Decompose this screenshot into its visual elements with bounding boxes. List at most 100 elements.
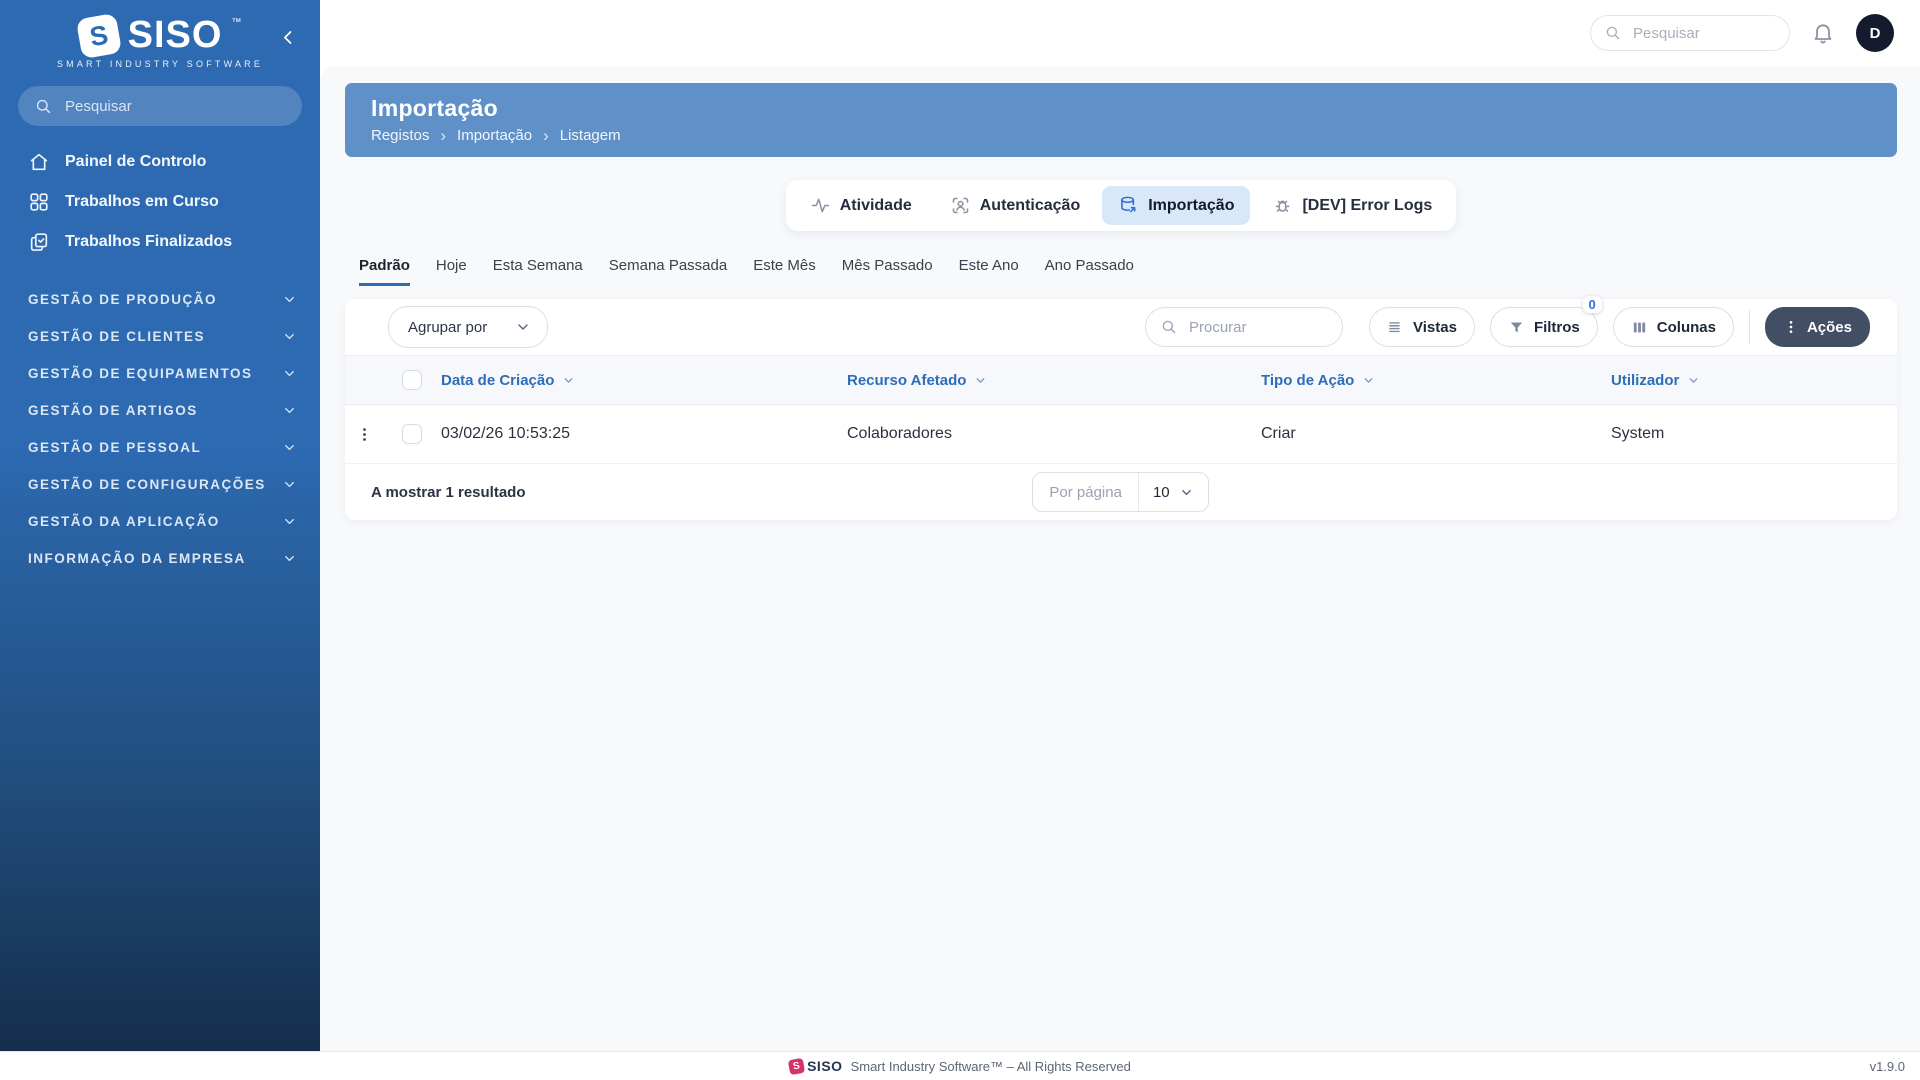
chevron-down-icon bbox=[282, 403, 297, 418]
chevron-down-icon bbox=[282, 477, 297, 492]
sidebar-collapse-button[interactable] bbox=[277, 26, 300, 49]
tab-label: [DEV] Error Logs bbox=[1302, 196, 1433, 214]
sidebar-section-gestao-de-pessoal[interactable]: GESTÃO DE PESSOAL bbox=[0, 429, 320, 466]
date-filter-tabs: Padrão Hoje Esta Semana Semana Passada E… bbox=[359, 257, 1897, 286]
filter-tab-padrao[interactable]: Padrão bbox=[359, 257, 410, 286]
column-header-data-de-criacao[interactable]: Data de Criação bbox=[441, 372, 847, 389]
bell-icon bbox=[1811, 21, 1835, 45]
chevron-down-icon bbox=[282, 292, 297, 307]
per-page-control: Por página 10 bbox=[1032, 472, 1209, 512]
column-header-utilizador[interactable]: Utilizador bbox=[1611, 372, 1897, 389]
activity-icon bbox=[810, 195, 831, 216]
sort-chevron-icon bbox=[1362, 374, 1375, 387]
sort-chevron-icon bbox=[1687, 374, 1700, 387]
tab-label: Importação bbox=[1148, 196, 1235, 214]
notifications-button[interactable] bbox=[1809, 19, 1837, 47]
toolbar-actions-group: Vistas Filtros 0 bbox=[1145, 296, 1870, 347]
select-all-checkbox[interactable] bbox=[402, 370, 422, 390]
sidebar-section-gestao-de-clientes[interactable]: GESTÃO DE CLIENTES bbox=[0, 318, 320, 355]
chevron-down-icon bbox=[282, 366, 297, 381]
search-icon bbox=[34, 97, 53, 116]
filter-tab-hoje[interactable]: Hoje bbox=[435, 257, 467, 274]
sidebar-section-label: GESTÃO DE EQUIPAMENTOS bbox=[28, 366, 253, 381]
top-header: D bbox=[320, 0, 1920, 66]
tab-atividade[interactable]: Atividade bbox=[794, 186, 928, 225]
sidebar-item-trabalhos-finalizados[interactable]: Trabalhos Finalizados bbox=[0, 222, 320, 262]
filter-tab-este-ano[interactable]: Este Ano bbox=[958, 257, 1019, 274]
sidebar-section-gestao-de-artigos[interactable]: GESTÃO DE ARTIGOS bbox=[0, 392, 320, 429]
search-icon bbox=[1604, 24, 1622, 42]
sidebar-section-gestao-de-configuracoes[interactable]: GESTÃO DE CONFIGURAÇÕES bbox=[0, 466, 320, 503]
search-icon bbox=[1160, 318, 1178, 336]
filter-tab-mes-passado[interactable]: Mês Passado bbox=[841, 257, 933, 274]
sidebar-search[interactable] bbox=[18, 86, 302, 126]
user-avatar[interactable]: D bbox=[1856, 14, 1894, 52]
column-header-tipo-de-acao[interactable]: Tipo de Ação bbox=[1261, 372, 1611, 389]
footer-brand-text: SISO bbox=[807, 1058, 843, 1074]
views-button[interactable]: Vistas bbox=[1369, 307, 1475, 347]
breadcrumb-registos[interactable]: Registos bbox=[371, 127, 430, 144]
row-menu-button[interactable] bbox=[345, 426, 383, 443]
footer-siso-logo: S SISO bbox=[787, 1057, 843, 1075]
footer-copyright: Smart Industry Software™ – All Rights Re… bbox=[850, 1058, 1131, 1074]
breadcrumb-importacao[interactable]: Importação bbox=[457, 127, 533, 144]
global-search-input[interactable] bbox=[1631, 23, 1776, 43]
filter-tab-ano-passado[interactable]: Ano Passado bbox=[1044, 257, 1134, 274]
row-checkbox[interactable] bbox=[402, 424, 422, 444]
pagination-bar: A mostrar 1 resultado Por página 10 bbox=[345, 464, 1897, 520]
sidebar-section-label: INFORMAÇÃO DA EMPRESA bbox=[28, 551, 246, 566]
table-row: 03/02/26 10:53:25 Colaboradores Criar Sy… bbox=[345, 405, 1897, 464]
filter-tab-semana-passada[interactable]: Semana Passada bbox=[608, 257, 728, 274]
toolbar-divider bbox=[1748, 310, 1750, 344]
tab-importacao[interactable]: Importação bbox=[1102, 186, 1251, 225]
column-header-recurso-afetado[interactable]: Recurso Afetado bbox=[847, 372, 1261, 389]
filters-button[interactable]: Filtros 0 bbox=[1489, 296, 1602, 347]
columns-button[interactable]: Colunas bbox=[1612, 307, 1734, 347]
chevron-down-icon bbox=[1179, 485, 1194, 500]
tab-label: Autenticação bbox=[979, 196, 1081, 214]
actions-button[interactable]: Ações bbox=[1764, 307, 1870, 347]
record-type-tabs: Atividade Autenticação Importação bbox=[785, 180, 1457, 231]
chevron-right-icon: › bbox=[543, 126, 549, 145]
results-summary: A mostrar 1 resultado bbox=[371, 483, 526, 501]
actions-label: Ações bbox=[1806, 318, 1852, 336]
tab-dev-error-logs[interactable]: [DEV] Error Logs bbox=[1256, 186, 1448, 225]
sidebar-item-painel-de-controlo[interactable]: Painel de Controlo bbox=[0, 142, 320, 182]
sidebar-section-informacao-da-empresa[interactable]: INFORMAÇÃO DA EMPRESA bbox=[0, 540, 320, 577]
sidebar-section-gestao-de-equipamentos[interactable]: GESTÃO DE EQUIPAMENTOS bbox=[0, 355, 320, 392]
kebab-dots-icon bbox=[356, 426, 373, 443]
sidebar-header: S SISO ™ SMART INDUSTRY SOFTWARE bbox=[0, 0, 320, 69]
sort-chevron-icon bbox=[974, 374, 987, 387]
trademark-symbol: ™ bbox=[231, 17, 242, 28]
sidebar-section-label: GESTÃO DE CONFIGURAÇÕES bbox=[28, 477, 266, 492]
chevron-down-icon bbox=[282, 329, 297, 344]
sidebar-section-gestao-da-aplicacao[interactable]: GESTÃO DA APLICAÇÃO bbox=[0, 503, 320, 540]
per-page-select[interactable]: 10 bbox=[1139, 473, 1208, 511]
cell-data-de-criacao: 03/02/26 10:53:25 bbox=[441, 425, 571, 442]
sidebar-search-input[interactable] bbox=[63, 96, 286, 116]
list-lines-icon bbox=[1387, 319, 1404, 336]
table-search[interactable] bbox=[1145, 307, 1343, 347]
column-header-label: Tipo de Ação bbox=[1261, 371, 1355, 389]
filter-tab-este-mes[interactable]: Este Mês bbox=[753, 257, 816, 274]
sidebar-section-label: GESTÃO DA APLICAÇÃO bbox=[28, 514, 220, 529]
table-header-row: Data de Criação Recurso Afetado Tipo de … bbox=[345, 355, 1897, 405]
breadcrumb-listagem[interactable]: Listagem bbox=[559, 127, 621, 144]
funnel-icon bbox=[1508, 319, 1525, 336]
chevron-left-icon bbox=[279, 28, 298, 47]
group-by-select[interactable]: Agrupar por bbox=[388, 306, 549, 348]
global-search[interactable] bbox=[1590, 15, 1790, 51]
tab-autenticacao[interactable]: Autenticação bbox=[934, 186, 1096, 225]
results-card: Agrupar por bbox=[345, 296, 1897, 520]
main-area: D Importação Registos › Importação › Lis… bbox=[320, 0, 1920, 1052]
chevron-down-icon bbox=[515, 319, 531, 335]
page-banner: Importação Registos › Importação › Lista… bbox=[345, 83, 1897, 157]
sidebar-section-gestao-de-producao[interactable]: GESTÃO DE PRODUÇÃO bbox=[0, 281, 320, 318]
filter-tab-esta-semana[interactable]: Esta Semana bbox=[492, 257, 583, 274]
sidebar: S SISO ™ SMART INDUSTRY SOFTWARE bbox=[0, 0, 320, 1052]
sidebar-item-trabalhos-em-curso[interactable]: Trabalhos em Curso bbox=[0, 182, 320, 222]
table-search-input[interactable] bbox=[1187, 317, 1328, 337]
table-toolbar: Agrupar por bbox=[345, 296, 1897, 355]
grid-icon bbox=[28, 191, 50, 213]
cell-recurso-afetado: Colaboradores bbox=[847, 425, 952, 442]
